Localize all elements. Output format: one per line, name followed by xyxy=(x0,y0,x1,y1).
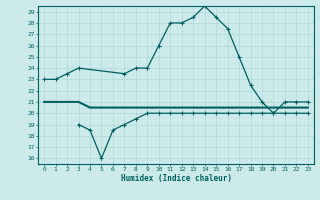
X-axis label: Humidex (Indice chaleur): Humidex (Indice chaleur) xyxy=(121,174,231,183)
